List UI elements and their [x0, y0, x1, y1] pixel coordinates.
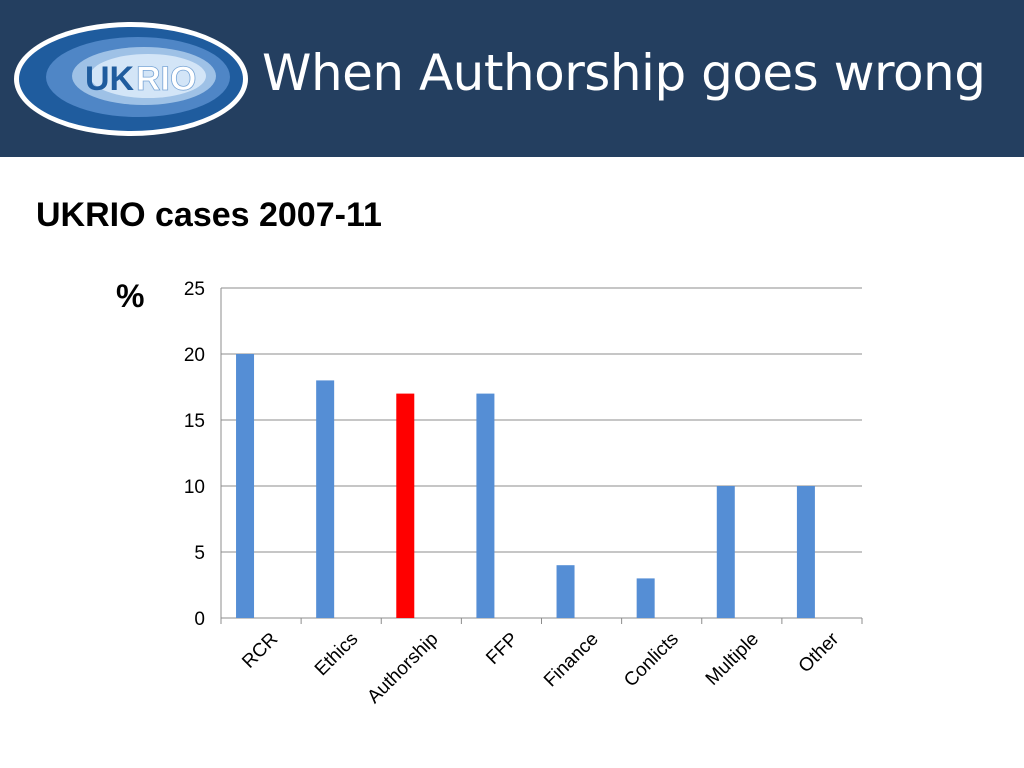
bar-other [796, 486, 815, 618]
ukrio-logo: UK RIO [14, 22, 248, 136]
bar-authorship [396, 393, 415, 618]
slide-title: When Authorship goes wrong [262, 44, 986, 102]
y-axis-label: % [116, 278, 145, 314]
x-tick-label: Finance [540, 629, 603, 692]
bar-finance [556, 565, 575, 618]
x-tick-label: Other [795, 628, 844, 677]
x-tick-label: Ethics [311, 629, 362, 680]
logo-text-rio: RIO [136, 60, 196, 98]
bar-ethics [316, 380, 335, 618]
logo-text-uk: UK [85, 60, 135, 98]
bar-rcr [236, 354, 255, 618]
y-tick-label: 25 [184, 279, 205, 300]
x-tick-label: Multiple [702, 629, 763, 690]
y-tick-label: 15 [184, 411, 205, 432]
y-tick-label: 20 [184, 345, 205, 366]
x-tick-label: FFP [482, 629, 522, 669]
y-tick-label: 0 [194, 609, 205, 630]
x-tick-label: Conlicts [620, 629, 683, 692]
y-tick-label: 5 [194, 543, 205, 564]
bar-conlicts [636, 578, 655, 618]
chart-subtitle: UKRIO cases 2007-11 [36, 196, 382, 234]
x-tick-label: Authorship [363, 629, 442, 708]
y-tick-label: 10 [184, 477, 205, 498]
header-bar: UK RIO When Authorship goes wrong [0, 0, 1024, 157]
bar-ffp [476, 393, 495, 618]
x-tick-label: RCR [238, 629, 282, 673]
bar-multiple [716, 486, 735, 618]
